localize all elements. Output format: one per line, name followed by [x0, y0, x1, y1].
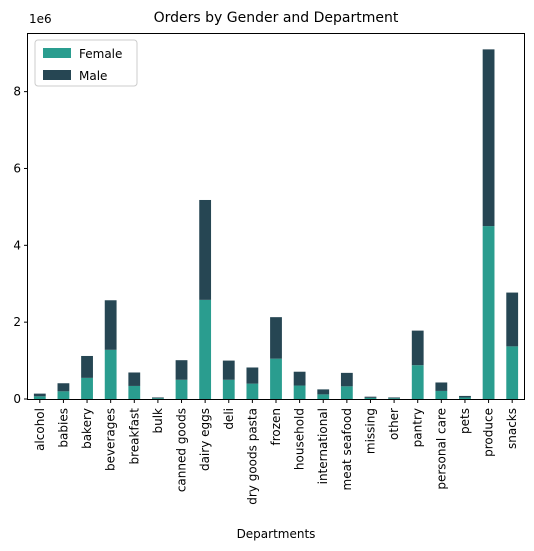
- legend-swatch-female: [43, 48, 71, 58]
- y-tick-label: 8: [13, 85, 21, 99]
- y-tick-label: 6: [13, 161, 21, 175]
- bar-male-personal-care: [435, 382, 448, 391]
- bar-male-other: [388, 397, 400, 399]
- x-tick-label: produce: [482, 408, 496, 457]
- x-tick-label: missing: [363, 408, 377, 454]
- chart-title: Orders by Gender and Department: [154, 10, 399, 26]
- y-tick-label: 2: [13, 315, 21, 329]
- bar-male-snacks: [506, 292, 519, 347]
- x-tick-label: household: [293, 408, 307, 470]
- bar-female-beverages: [104, 349, 117, 399]
- bar-male-meat-seafood: [340, 372, 353, 387]
- bar-male-pets: [459, 395, 471, 398]
- legend-label-female: Female: [79, 47, 122, 61]
- legend-swatch-male: [43, 70, 71, 80]
- x-tick-label: dry goods pasta: [245, 408, 259, 505]
- legend: Female Male: [34, 39, 138, 87]
- x-tick-label: breakfast: [127, 408, 141, 465]
- bar-female-meat-seafood: [340, 386, 353, 399]
- y-tick-label: 4: [13, 238, 21, 252]
- bars-group: [33, 49, 519, 399]
- bar-female-pets: [459, 397, 471, 399]
- bar-female-deli: [222, 379, 235, 399]
- bar-female-international: [317, 394, 330, 399]
- bar-female-missing: [364, 397, 377, 399]
- bar-female-snacks: [506, 346, 519, 399]
- bar-female-dairy-eggs: [199, 299, 212, 399]
- bar-male-babies: [57, 383, 70, 392]
- y-offset-label: 1e6: [29, 12, 52, 26]
- x-tick-label: bulk: [151, 408, 165, 434]
- bar-female-babies: [57, 391, 70, 399]
- x-tick-label: pets: [458, 408, 472, 434]
- bar-male-international: [317, 389, 330, 395]
- x-tick-label: beverages: [104, 408, 118, 471]
- bar-male-bakery: [81, 355, 93, 378]
- bar-female-household: [293, 385, 306, 399]
- bar-male-frozen: [270, 317, 282, 359]
- x-tick-label: international: [316, 408, 330, 484]
- bar-female-frozen: [270, 358, 282, 399]
- x-tick-label: pantry: [411, 408, 425, 447]
- bar-male-dry-goods-pasta: [246, 367, 259, 384]
- bar-female-bulk: [152, 398, 164, 399]
- x-tick-label: deli: [222, 408, 236, 430]
- x-tick-label: personal care: [434, 408, 448, 490]
- bar-female-personal-care: [435, 390, 448, 399]
- bar-female-canned-goods: [175, 379, 188, 399]
- bar-male-canned-goods: [175, 360, 188, 380]
- x-tick-label: canned goods: [175, 408, 189, 492]
- x-tick-label: meat seafood: [340, 408, 354, 490]
- bar-female-breakfast: [128, 385, 141, 399]
- bar-male-produce: [482, 49, 495, 227]
- bar-male-household: [293, 371, 306, 386]
- bar-male-dairy-eggs: [199, 199, 212, 300]
- ticks-group: alcohol babies bakery beverages breakfast bul…: [13, 85, 519, 505]
- x-tick-label: bakery: [80, 408, 94, 449]
- bar-female-alcohol: [33, 396, 46, 399]
- bar-male-bulk: [152, 397, 164, 399]
- y-tick-label: 0: [13, 392, 21, 406]
- bar-female-other: [388, 398, 400, 399]
- bar-male-beverages: [104, 300, 117, 350]
- bar-male-alcohol: [33, 393, 46, 397]
- bar-female-produce: [482, 226, 495, 399]
- x-tick-label: frozen: [269, 408, 283, 446]
- bar-male-deli: [222, 360, 235, 380]
- x-axis-label: Departments: [237, 527, 316, 541]
- x-tick-label: alcohol: [33, 408, 47, 451]
- x-tick-label: other: [387, 408, 401, 440]
- x-tick-label: babies: [56, 408, 70, 448]
- bar-female-pantry: [411, 365, 424, 399]
- bar-male-pantry: [411, 330, 424, 366]
- bar-male-missing: [364, 396, 377, 398]
- x-tick-label: snacks: [505, 408, 519, 449]
- legend-label-male: Male: [79, 69, 107, 83]
- x-tick-label: dairy eggs: [198, 408, 212, 471]
- bar-male-breakfast: [128, 372, 141, 386]
- plot-frame: [27, 33, 525, 400]
- bar-female-bakery: [81, 377, 93, 399]
- bar-female-dry-goods-pasta: [246, 383, 259, 399]
